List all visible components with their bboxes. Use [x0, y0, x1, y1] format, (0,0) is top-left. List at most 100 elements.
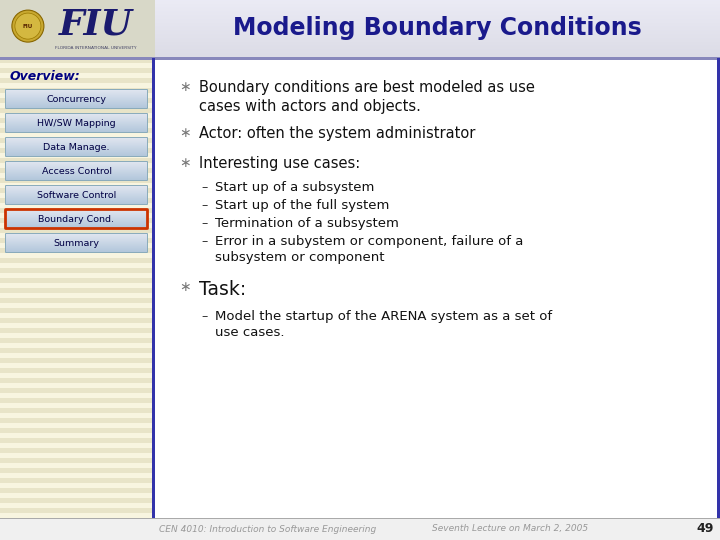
Bar — [6, 152, 147, 153]
Bar — [0, 428, 155, 433]
Bar — [6, 187, 147, 188]
Bar — [155, 26, 720, 27]
Bar — [717, 58, 720, 518]
Bar — [0, 68, 155, 73]
Bar — [6, 162, 147, 163]
Bar — [0, 278, 155, 283]
Bar — [155, 54, 720, 55]
Bar — [6, 202, 147, 203]
Bar — [0, 423, 155, 428]
Bar — [155, 52, 720, 53]
Bar — [0, 468, 155, 473]
Text: ∗: ∗ — [179, 80, 191, 94]
Bar — [6, 189, 147, 190]
Bar — [6, 131, 147, 132]
Bar — [0, 57, 720, 60]
Bar — [6, 186, 147, 187]
Bar — [6, 217, 147, 218]
Bar — [6, 95, 147, 96]
Bar — [6, 106, 147, 107]
Bar — [155, 28, 720, 29]
Bar — [0, 483, 155, 488]
Text: Termination of a subsystem: Termination of a subsystem — [215, 217, 399, 230]
Text: Seventh Lecture on March 2, 2005: Seventh Lecture on March 2, 2005 — [432, 524, 588, 534]
Bar — [6, 250, 147, 251]
Bar — [6, 251, 147, 252]
Bar — [155, 0, 720, 1]
Bar — [0, 478, 155, 483]
Bar — [6, 236, 147, 237]
Bar — [6, 123, 147, 124]
Bar — [0, 198, 155, 203]
Bar — [0, 133, 155, 138]
Bar — [0, 378, 155, 383]
Bar — [6, 221, 147, 222]
Bar — [6, 234, 147, 235]
Text: FIU: FIU — [59, 8, 133, 42]
Bar — [0, 88, 155, 93]
Bar — [6, 100, 147, 101]
Bar — [155, 7, 720, 8]
Bar — [0, 53, 155, 58]
Bar — [0, 348, 155, 353]
Bar — [0, 383, 155, 388]
Bar — [0, 243, 155, 248]
Bar — [155, 47, 720, 48]
Bar — [6, 98, 147, 99]
Bar — [6, 179, 147, 180]
Text: ∗: ∗ — [179, 280, 191, 294]
Text: Summary: Summary — [53, 239, 99, 247]
Bar — [155, 43, 720, 44]
Bar — [0, 408, 155, 413]
Bar — [155, 58, 720, 518]
Bar — [6, 178, 147, 179]
Bar — [6, 105, 147, 106]
Bar — [0, 393, 155, 398]
Bar — [0, 288, 155, 293]
Bar — [0, 148, 155, 153]
Text: –: – — [202, 217, 208, 230]
Bar — [0, 223, 155, 228]
Bar — [155, 39, 720, 40]
Bar — [6, 227, 147, 228]
Bar — [6, 191, 147, 192]
Bar — [0, 188, 155, 193]
Bar — [0, 318, 155, 323]
Bar — [6, 103, 147, 104]
Bar — [6, 107, 147, 108]
Bar — [155, 24, 720, 25]
Bar — [6, 96, 147, 97]
Bar — [155, 6, 720, 7]
Bar — [6, 210, 147, 211]
Bar — [6, 166, 147, 167]
Text: 49: 49 — [697, 523, 714, 536]
Bar — [155, 33, 720, 34]
Bar — [6, 120, 147, 121]
Bar — [6, 195, 147, 196]
Text: ∗: ∗ — [179, 126, 191, 140]
Text: Access Control: Access Control — [42, 166, 112, 176]
Text: Boundary conditions are best modeled as use
cases with actors and objects.: Boundary conditions are best modeled as … — [199, 80, 535, 114]
Text: Interesting use cases:: Interesting use cases: — [199, 156, 360, 171]
Text: Modeling Boundary Conditions: Modeling Boundary Conditions — [233, 16, 642, 40]
Bar — [0, 163, 155, 168]
Bar — [0, 108, 155, 113]
Bar — [6, 244, 147, 245]
Bar — [0, 508, 155, 513]
Bar — [6, 242, 147, 243]
Bar — [0, 293, 155, 298]
Bar — [6, 102, 147, 103]
Bar — [0, 503, 155, 508]
Bar — [155, 27, 720, 28]
Bar — [6, 91, 147, 92]
Bar — [0, 228, 155, 233]
Text: FLORIDA INTERNATIONAL UNIVERSITY: FLORIDA INTERNATIONAL UNIVERSITY — [55, 46, 137, 50]
Bar — [0, 333, 155, 338]
Bar — [6, 197, 147, 198]
Bar — [6, 130, 147, 131]
Bar — [0, 263, 155, 268]
Bar — [155, 20, 720, 21]
Bar — [6, 238, 147, 239]
Bar — [155, 1, 720, 2]
Text: Error in a subystem or component, failure of a
subsystem or component: Error in a subystem or component, failur… — [215, 235, 523, 265]
